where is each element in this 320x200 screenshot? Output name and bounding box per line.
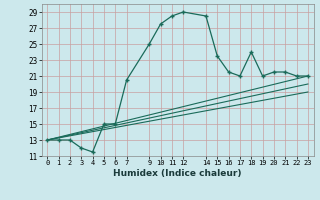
X-axis label: Humidex (Indice chaleur): Humidex (Indice chaleur): [113, 169, 242, 178]
